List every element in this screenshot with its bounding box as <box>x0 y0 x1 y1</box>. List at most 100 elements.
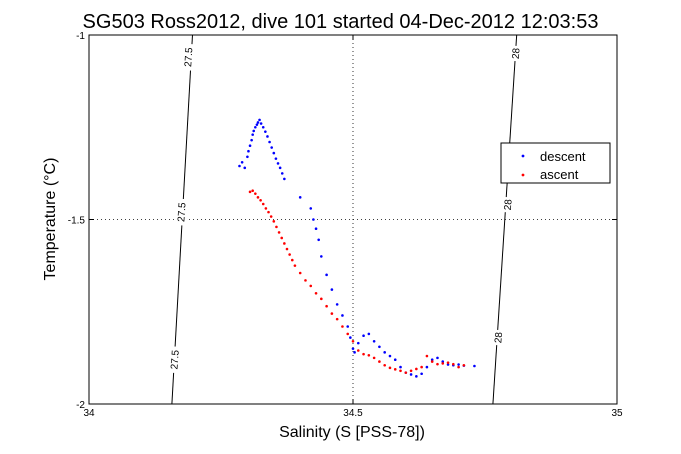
descent-point <box>270 146 273 149</box>
contour-label-text: 28 <box>511 47 523 59</box>
descent-point <box>259 122 263 125</box>
descent-point <box>251 133 254 136</box>
x-tick-label: 34 <box>83 408 95 419</box>
ascent-point <box>259 199 262 202</box>
descent-point <box>367 332 371 336</box>
descent-point <box>266 135 269 138</box>
contour-label-text: 28 <box>503 198 515 210</box>
ascent-point <box>264 207 268 210</box>
descent-point <box>254 125 257 129</box>
x-tick-label: 34.5 <box>343 408 363 419</box>
ascent-point <box>404 371 408 374</box>
legend-marker-descent <box>521 154 525 158</box>
chart-title: SG503 Ross2012, dive 101 started 04-Dec-… <box>83 11 599 33</box>
descent-point <box>341 314 344 317</box>
ascent-point <box>399 369 402 373</box>
ascent-point <box>251 189 254 193</box>
descent-point <box>399 365 402 369</box>
descent-point <box>250 138 253 142</box>
ascent-point <box>261 202 265 206</box>
ascent-point <box>290 258 294 262</box>
ascent-point <box>415 367 418 371</box>
descent-point <box>247 149 250 153</box>
descent-point <box>248 144 252 147</box>
ascent-point <box>341 325 344 328</box>
contour-label-bg <box>509 45 523 62</box>
ascent-point <box>272 220 276 223</box>
descent-point <box>430 358 434 362</box>
ascent-point <box>309 284 313 288</box>
descent-point <box>457 363 460 366</box>
contour-label: 28 <box>501 196 515 213</box>
ascent-point <box>269 215 273 218</box>
ascent-point <box>393 368 397 371</box>
ascent-point <box>298 271 302 275</box>
descent-point <box>261 125 265 129</box>
descent-point <box>283 177 286 181</box>
descent-point <box>330 288 334 291</box>
descent-point <box>388 354 392 358</box>
descent-point <box>362 334 365 338</box>
descent-point <box>264 130 267 133</box>
series-ascent <box>248 189 466 374</box>
ascent-point <box>267 210 270 214</box>
contour-label: 28 <box>491 329 505 346</box>
ascent-point <box>457 365 460 369</box>
descent-point <box>420 372 423 376</box>
ascent-point <box>275 225 278 229</box>
descent-point <box>240 161 244 164</box>
ascent-point <box>409 369 413 373</box>
descent-point <box>255 123 259 126</box>
descent-point <box>276 162 280 165</box>
descent-point <box>309 207 313 210</box>
ascent-point <box>351 339 355 343</box>
ascent-point <box>288 253 291 256</box>
x-tick-label: 35 <box>611 408 623 419</box>
descent-point <box>268 140 271 144</box>
ascent-point <box>430 360 434 363</box>
descent-point <box>298 196 302 199</box>
legend-label-ascent: ascent <box>540 167 579 182</box>
descent-point <box>378 345 381 349</box>
descent-point <box>238 164 241 168</box>
descent-point <box>346 325 350 328</box>
descent-point <box>243 166 247 170</box>
contour-label-text: 27.5 <box>183 47 195 68</box>
descent-point <box>258 118 261 122</box>
ascent-point <box>383 363 386 367</box>
descent-point <box>335 303 339 306</box>
descent-point <box>312 218 315 221</box>
contour-label-text: 28 <box>493 331 505 343</box>
descent-point <box>441 360 445 363</box>
descent-point <box>473 364 476 368</box>
legend-box <box>500 142 611 184</box>
ascent-point <box>436 362 439 366</box>
ascent-point <box>248 190 252 194</box>
ascent-point <box>356 349 360 352</box>
descent-point <box>274 157 278 160</box>
descent-point <box>280 172 284 175</box>
axis-ticks: 34 34.5 35 -1 -1.5 -2 <box>68 31 623 419</box>
contour-label-bg <box>491 329 505 346</box>
legend-marker-ascent <box>521 173 525 177</box>
contour-label: 27.5 <box>167 346 182 374</box>
ascent-point <box>293 264 297 267</box>
descent-point <box>353 351 356 354</box>
ascent-point <box>256 196 260 199</box>
contour-label-bg <box>174 198 189 226</box>
contour-label-bg <box>167 346 182 374</box>
ascent-point <box>452 362 455 366</box>
y-tick-label: -1 <box>76 31 85 42</box>
ascent-point <box>367 353 371 357</box>
y-tick-label: -1.5 <box>68 216 86 227</box>
descent-point <box>252 129 256 133</box>
descent-point <box>317 238 320 242</box>
ascent-point <box>285 247 289 251</box>
descent-point <box>446 363 450 366</box>
ascent-point <box>420 365 423 369</box>
contour-label: 27.5 <box>174 198 189 226</box>
ascent-point <box>325 304 328 308</box>
ascent-point <box>462 363 466 367</box>
isopycnal-contours: 27.5 27.5 27.5 28 28 28 <box>167 34 523 405</box>
